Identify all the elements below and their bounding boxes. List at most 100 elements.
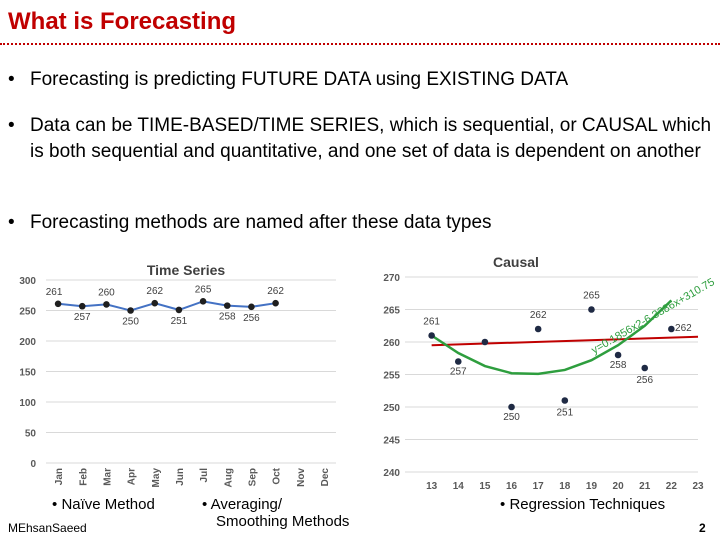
data-label: 250 xyxy=(503,412,520,423)
page-number: 2 xyxy=(699,521,706,535)
x-tick-label: 15 xyxy=(479,481,491,492)
caption-regression-text: Regression Techniques xyxy=(509,496,666,513)
data-point xyxy=(54,300,62,308)
y-tick-label: 250 xyxy=(19,307,36,318)
time-series-chart: 0 50 100 150 200 250 300 Jan Feb Mar Apr May Jun Jul A… xyxy=(19,262,336,488)
x-tick-label: Aug xyxy=(223,468,234,487)
x-tick-label: Apr xyxy=(127,468,138,485)
title-divider xyxy=(0,43,720,45)
x-tick-label: May xyxy=(151,468,162,488)
data-point xyxy=(668,325,675,333)
data-point xyxy=(454,358,462,365)
caption-averaging-line1: Averaging/ xyxy=(210,496,283,513)
y-tick-label: 255 xyxy=(383,371,400,382)
x-tick-label: 19 xyxy=(586,481,598,492)
data-point xyxy=(151,299,159,307)
x-tick-label: 14 xyxy=(453,481,465,492)
x-tick-label: Dec xyxy=(320,468,331,487)
x-tick-label: Nov xyxy=(296,468,307,487)
x-tick-label: Feb xyxy=(78,468,89,486)
data-label: 261 xyxy=(46,287,63,298)
caption-bullet: • xyxy=(500,496,506,513)
bullet-item-data-types: • Data can be TIME-BASED/TIME SERIES, wh… xyxy=(8,113,712,164)
caption-averaging-method: • Averaging/ Smoothing Methods xyxy=(202,496,349,531)
data-point xyxy=(272,299,279,307)
slide-title: What is Forecasting xyxy=(8,8,237,35)
data-label: 250 xyxy=(122,317,139,328)
author-name: MEhsanSaeed xyxy=(8,521,87,535)
data-point xyxy=(428,332,435,339)
y-tick-label: 265 xyxy=(383,306,400,317)
chart-title: Time Series xyxy=(147,262,226,278)
y-tick-label: 260 xyxy=(383,338,400,349)
caption-naive-method: • Naïve Method xyxy=(52,496,155,513)
data-label: 256 xyxy=(243,313,260,324)
data-label: 262 xyxy=(267,286,284,297)
data-label: 262 xyxy=(146,286,163,297)
data-point xyxy=(127,307,134,314)
data-label: 251 xyxy=(556,408,573,419)
caption-bullet: • xyxy=(202,496,208,513)
bullet-text: Data can be TIME-BASED/TIME SERIES, whic… xyxy=(30,115,712,162)
y-tick-label: 50 xyxy=(25,429,37,440)
causal-chart: 240 245 250 255 260 265 270 13 14 15 16 17 18 19 20 21 2… xyxy=(383,254,716,492)
bullet-dot: • xyxy=(8,212,15,233)
data-point xyxy=(248,303,255,311)
data-label: 256 xyxy=(636,375,653,386)
bullet-item-forecasting: • Forecasting is predicting FUTURE DATA … xyxy=(8,67,712,93)
chart-title: Causal xyxy=(493,254,539,270)
data-point xyxy=(561,397,569,404)
data-label: 262 xyxy=(675,323,692,334)
series-line xyxy=(57,300,276,312)
data-point xyxy=(588,306,595,313)
x-tick-label: 16 xyxy=(506,481,518,492)
bullet-item-methods: • Forecasting methods are named after th… xyxy=(8,210,712,236)
bullet-dot: • xyxy=(8,69,15,90)
data-point xyxy=(199,298,207,305)
y-tick-label: 250 xyxy=(383,403,400,414)
data-label: 265 xyxy=(583,291,600,302)
data-point xyxy=(175,306,183,314)
data-point xyxy=(78,302,86,310)
y-tick-label: 100 xyxy=(19,398,36,409)
y-tick-label: 300 xyxy=(19,276,36,287)
x-tick-label: 20 xyxy=(613,481,625,492)
x-tick-label: 13 xyxy=(426,481,438,492)
x-tick-label: 22 xyxy=(666,481,678,492)
bullet-dot: • xyxy=(8,115,15,136)
x-tick-label: 17 xyxy=(533,481,545,492)
y-tick-label: 0 xyxy=(30,459,36,470)
bullet-text: Forecasting is predicting FUTURE DATA us… xyxy=(30,69,569,90)
data-label: 257 xyxy=(74,312,91,323)
data-point xyxy=(223,302,231,309)
data-point xyxy=(534,325,542,333)
data-label: 251 xyxy=(171,316,188,327)
x-tick-label: Mar xyxy=(102,468,113,486)
data-label: 265 xyxy=(195,284,212,295)
x-tick-label: Jun xyxy=(175,468,186,486)
data-label: 258 xyxy=(610,360,627,371)
data-label: 258 xyxy=(219,312,236,323)
polynomial-trendline xyxy=(430,299,673,376)
y-tick-label: 200 xyxy=(19,337,36,348)
y-tick-label: 245 xyxy=(383,436,400,447)
caption-averaging-line2: Smoothing Methods xyxy=(216,513,350,531)
x-tick-label: 21 xyxy=(639,481,651,492)
x-tick-label: 23 xyxy=(692,481,704,492)
bullet-text: Forecasting methods are named after thes… xyxy=(30,212,492,233)
x-tick-label: 18 xyxy=(559,481,571,492)
data-point xyxy=(508,403,515,411)
data-point xyxy=(103,301,110,308)
linear-trendline xyxy=(431,335,699,347)
x-tick-label: Sep xyxy=(247,468,258,486)
data-label: 260 xyxy=(98,287,115,298)
x-tick-label: Jan xyxy=(54,468,65,485)
y-tick-label: 270 xyxy=(383,273,400,284)
data-point xyxy=(614,351,622,359)
data-point xyxy=(481,338,489,346)
data-label: 262 xyxy=(530,310,547,321)
caption-bullet: • xyxy=(52,496,58,513)
x-tick-label: Oct xyxy=(272,467,283,484)
data-label: 257 xyxy=(450,367,467,378)
y-tick-label: 240 xyxy=(383,468,400,479)
